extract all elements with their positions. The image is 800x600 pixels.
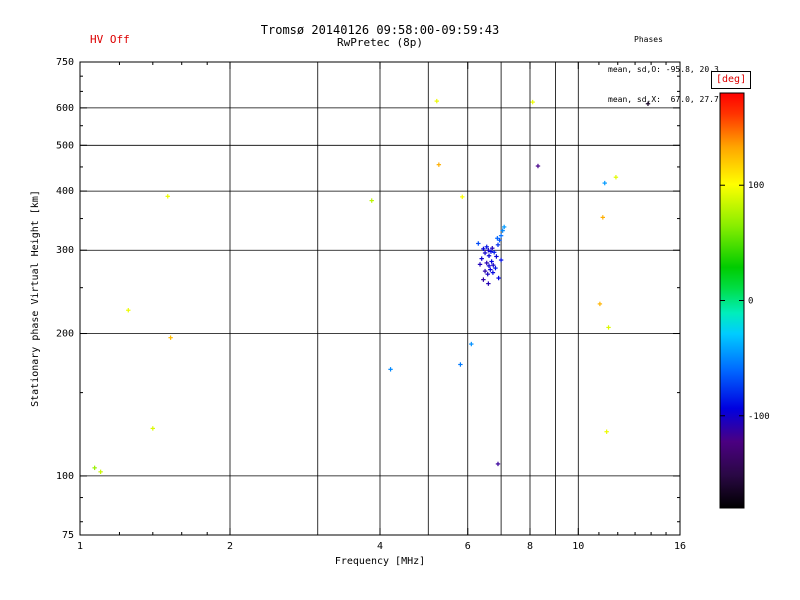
data-point — [535, 163, 541, 169]
data-point — [493, 265, 498, 271]
x-tick-label: 6 — [465, 541, 471, 552]
data-point — [481, 277, 486, 282]
data-point — [486, 281, 491, 286]
data-point — [484, 260, 489, 266]
data-point — [490, 245, 495, 251]
data-point — [597, 301, 603, 307]
data-point — [479, 256, 484, 261]
data-point — [488, 267, 493, 272]
data-point — [495, 461, 501, 467]
tick-labels: 1 2 4 6 8 10 16 75 100 200 300 400 500 600 750 Frequenc… — [30, 57, 686, 567]
data-point — [602, 180, 607, 186]
data-point — [500, 228, 505, 233]
data-point — [530, 99, 535, 105]
data-point — [458, 362, 463, 367]
plot-title: Tromsø 20140126 09:58:00-09:59:43 — [260, 23, 500, 37]
data-point — [498, 257, 504, 263]
colorbar-tick-label: 0 — [748, 297, 753, 307]
colorbar-tick-label: 100 — [748, 181, 764, 191]
y-tick-label: 500 — [56, 140, 74, 151]
data-point — [491, 250, 497, 255]
data-point — [498, 233, 504, 238]
colorbar-unit-label: [deg] — [711, 71, 752, 89]
plot-subtitle: RwPretec (8p) — [336, 36, 424, 49]
data-point — [613, 175, 619, 180]
data-point — [489, 259, 494, 264]
data-point — [92, 465, 97, 471]
data-point — [491, 262, 496, 268]
colorbar-tick-label: -100 — [748, 412, 770, 422]
data-point — [476, 241, 481, 246]
x-tick-label: 16 — [674, 541, 686, 552]
colorbar-ticks: 100 0 -100 — [720, 181, 770, 422]
data-point — [482, 268, 488, 274]
y-tick-label: 600 — [56, 103, 74, 114]
data-point — [600, 215, 606, 220]
data-point — [486, 263, 492, 269]
data-point — [486, 248, 491, 253]
y-tick-label: 75 — [62, 530, 74, 541]
data-point — [150, 426, 156, 431]
axis-ticks — [79, 61, 681, 536]
y-tick-label: 200 — [56, 329, 74, 340]
data-point — [485, 271, 490, 277]
data-point — [481, 246, 486, 252]
data-point — [165, 194, 170, 199]
x-tick-label: 4 — [377, 541, 383, 552]
data-point — [496, 275, 501, 281]
data-point — [604, 429, 609, 434]
grid-lines — [80, 62, 680, 535]
data-point — [388, 367, 393, 372]
x-tick-label: 2 — [227, 541, 233, 552]
y-tick-label: 750 — [56, 57, 74, 68]
data-point — [495, 242, 501, 248]
y-tick-label: 300 — [56, 245, 74, 256]
data-point — [477, 262, 483, 267]
phases-label: Phases — [634, 35, 663, 44]
data-point — [369, 198, 374, 203]
y-tick-label: 400 — [56, 186, 74, 197]
data-point — [490, 270, 496, 275]
data-points — [92, 98, 651, 475]
data-point — [494, 254, 499, 259]
data-point — [482, 250, 488, 256]
x-axis-label: Frequency [MHz] — [335, 556, 425, 567]
data-point — [495, 236, 500, 241]
data-point — [606, 325, 611, 330]
hv-status-label: HV Off — [90, 33, 130, 46]
data-point — [434, 98, 439, 104]
y-axis-label: Stationary phase Virtual Height [km] — [30, 190, 41, 407]
data-point — [436, 162, 442, 167]
data-point — [469, 341, 474, 347]
x-tick-label: 8 — [527, 541, 533, 552]
x-tick-label: 10 — [572, 541, 584, 552]
data-point — [488, 249, 494, 254]
x-tick-label: 1 — [77, 541, 83, 552]
phases-mean-x: mean, sd,X: 67.0, 27.7 — [608, 95, 719, 104]
data-point — [98, 469, 103, 475]
data-point — [645, 101, 651, 106]
data-point — [501, 224, 507, 230]
data-point — [126, 308, 131, 313]
data-point — [460, 194, 465, 200]
data-point — [486, 253, 492, 258]
data-point — [484, 244, 489, 250]
data-point — [168, 335, 173, 340]
y-tick-label: 100 — [56, 471, 74, 482]
